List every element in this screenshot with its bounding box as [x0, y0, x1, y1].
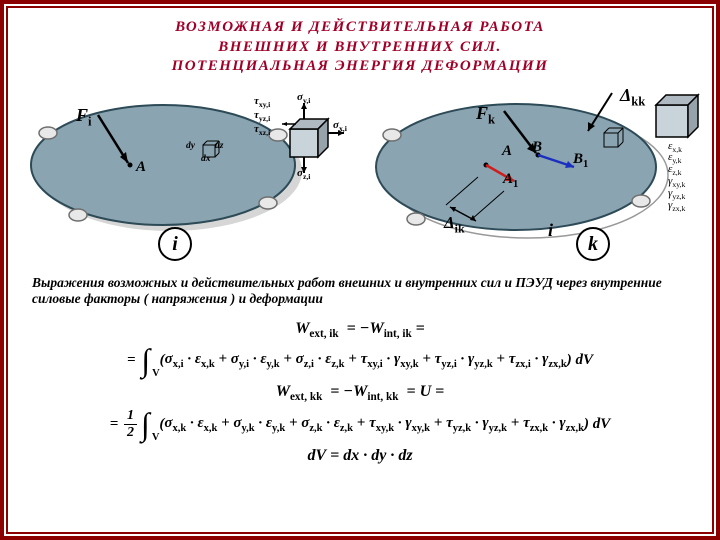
inner-frame: ВОЗМОЖНАЯ И ДЕЙСТВИТЕЛЬНАЯ РАБОТА ВНЕШНИ…: [6, 6, 714, 534]
strain-list: εx,kεy,kεz,kγxy,kγyz,kγzx,k: [668, 141, 685, 212]
label-B1: B1: [573, 151, 588, 170]
sigma-z: σz,i: [297, 167, 310, 181]
right-diagram: [356, 85, 708, 271]
subtext: Выражения возможных и действительных раб…: [8, 271, 712, 313]
label-A-right: A: [502, 143, 512, 160]
title-line-3: ПОТЕНЦИАЛЬНАЯ ЭНЕРГИЯ ДЕФОРМАЦИИ: [38, 57, 682, 77]
label-B: B: [532, 139, 542, 156]
tau-xy: τxy,i: [254, 95, 270, 109]
label-Fi: Fi: [76, 105, 92, 130]
title-line-1: ВОЗМОЖНАЯ И ДЕЙСТВИТЕЛЬНАЯ РАБОТА: [38, 18, 682, 38]
sigma-x: σx,i: [333, 119, 347, 133]
delta-ik: Δik: [444, 213, 465, 236]
badge-i-left: i: [158, 227, 192, 261]
formula-head-2: Wext, kk = −Wint, kk = U =: [28, 383, 692, 403]
label-Fk: Fk: [476, 103, 495, 128]
formula-area: Wext, ik = −Wint, ik = = ∫V (σx,i · εx,k…: [8, 312, 712, 468]
label-A1: A1: [503, 171, 518, 190]
diagram-area: Fi A dy dz dx σy,i σx,i σz,i τxy,i τyz,i…: [8, 85, 712, 271]
title-block: ВОЗМОЖНАЯ И ДЕЙСТВИТЕЛЬНАЯ РАБОТА ВНЕШНИ…: [8, 8, 712, 85]
label-i-free: i: [548, 220, 553, 241]
formula-dv: dV = dx · dy · dz: [28, 447, 692, 465]
tau-xz: τxz,i: [254, 123, 270, 137]
badge-k: k: [576, 227, 610, 261]
label-dy: dy: [186, 141, 195, 151]
title-line-2: ВНЕШНИХ И ВНУТРЕННИХ СИЛ.: [38, 38, 682, 58]
outer-frame: ВОЗМОЖНАЯ И ДЕЙСТВИТЕЛЬНАЯ РАБОТА ВНЕШНИ…: [0, 0, 720, 540]
sigma-y: σy,i: [297, 91, 310, 105]
tau-yz: τyz,i: [254, 109, 270, 123]
delta-kk: Δkk: [620, 85, 645, 110]
formula-ik: = ∫V (σx,i · εx,k + σy,i · εy,k + σz,i ·…: [28, 342, 692, 379]
label-dx: dx: [201, 154, 211, 164]
formula-kk: = 12 ∫V (σx,k · εx,k + σy,k · εy,k + σz,…: [28, 406, 692, 443]
label-A-left: A: [136, 159, 146, 176]
label-dz: dz: [215, 141, 223, 151]
formula-head-1: Wext, ik = −Wint, ik =: [28, 320, 692, 340]
